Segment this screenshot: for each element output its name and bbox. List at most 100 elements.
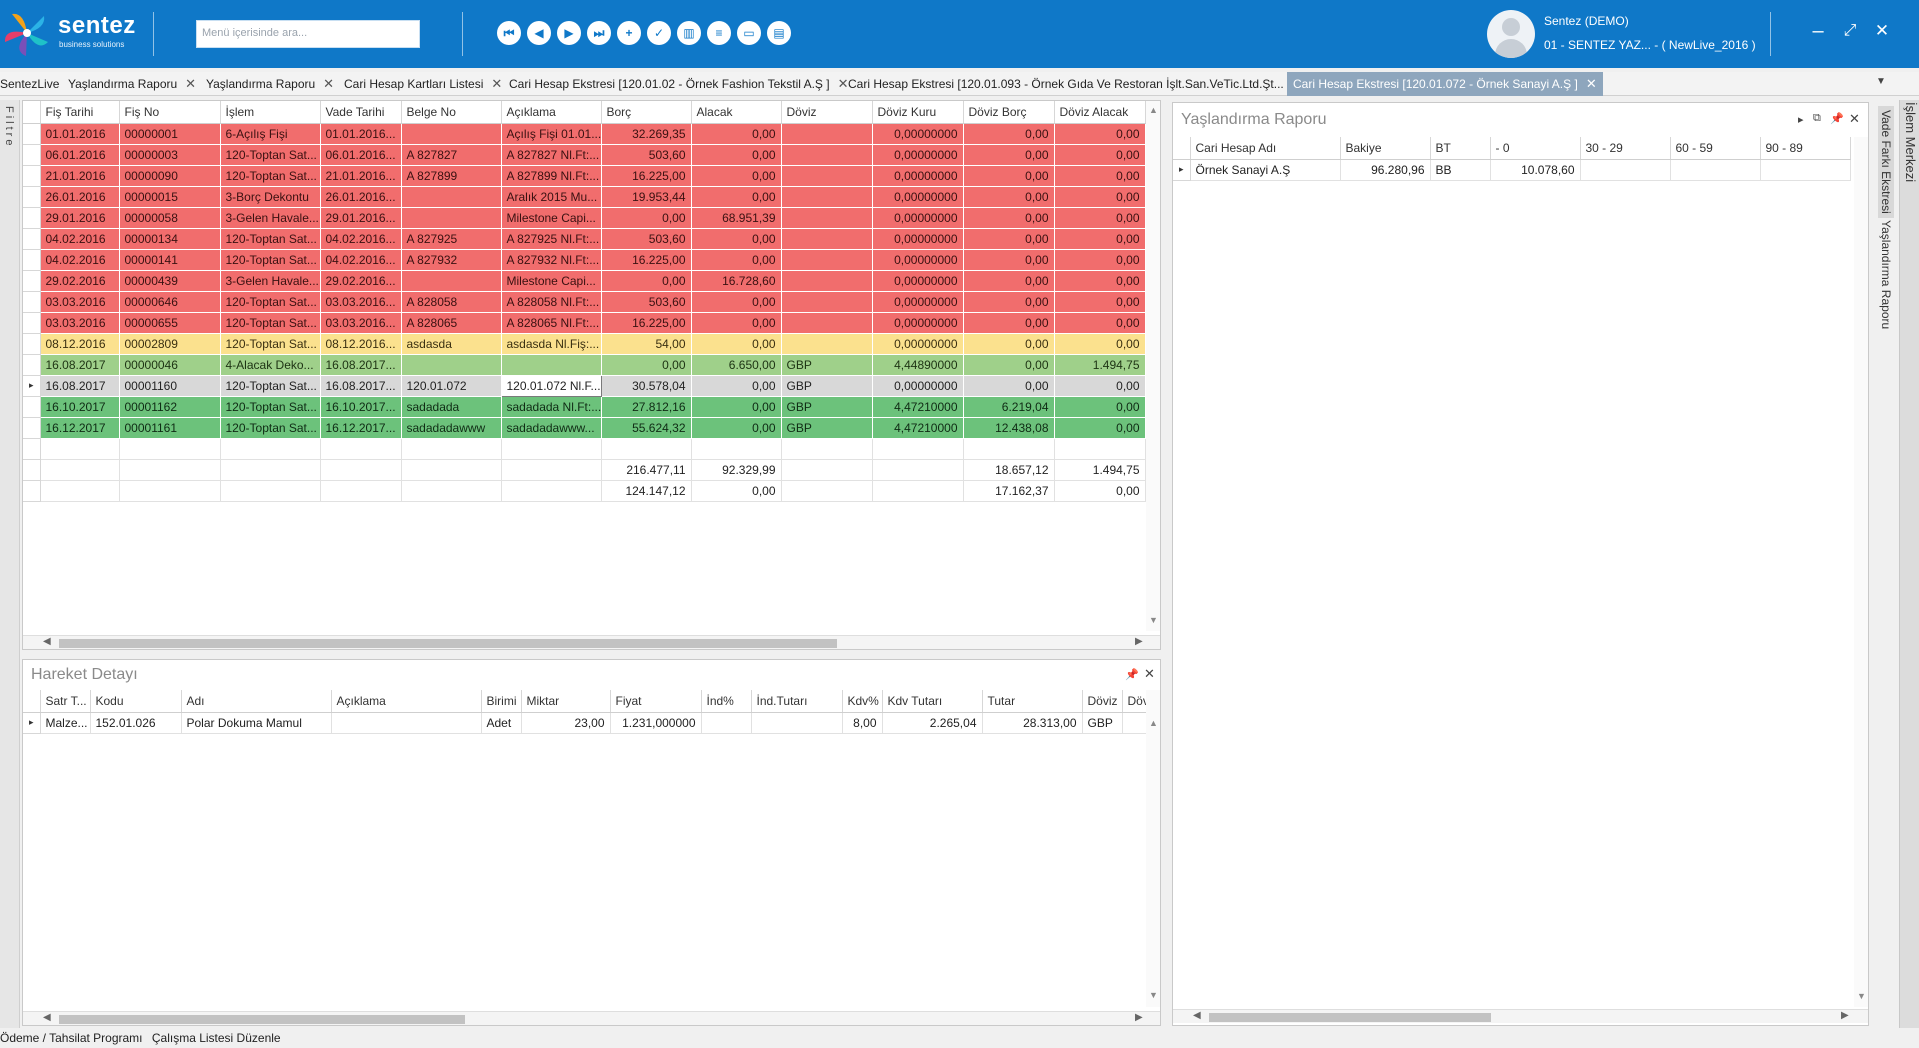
table-cell[interactable]	[401, 123, 502, 145]
table-cell[interactable]: 21.01.2016...	[320, 165, 402, 187]
table-cell[interactable]: 0,00	[691, 186, 782, 208]
aging-horizontal-scrollbar[interactable]: ◀ ▶	[1173, 1009, 1868, 1023]
table-cell[interactable]	[781, 438, 873, 460]
column-header[interactable]: Fiş Tarihi	[40, 101, 120, 124]
minimize-icon[interactable]: –	[1812, 20, 1824, 42]
table-cell[interactable]: 1.494,75	[1054, 354, 1146, 376]
table-cell[interactable]: 0,00	[963, 312, 1055, 334]
tab-yaslandirma-2[interactable]: Yaşlandırma Raporu ✕	[206, 72, 334, 96]
table-row[interactable]: 16.08.2017 00000046 4-Alacak Deko... 16.08.…	[23, 354, 1146, 376]
table-cell[interactable]: 06.01.2016	[40, 144, 120, 166]
scroll-down-icon[interactable]: ▼	[1149, 990, 1158, 1000]
table-cell[interactable]: A 828065	[401, 312, 502, 334]
table-cell[interactable]: 0,00	[1054, 333, 1146, 355]
close-tab-icon[interactable]: ✕	[185, 76, 197, 91]
close-tab-icon[interactable]: ✕	[837, 76, 849, 91]
table-cell[interactable]: sadadada Nl.Ft:...	[501, 396, 602, 418]
table-row[interactable]: 03.03.2016 00000646 120-Toptan Sat... 03.03…	[23, 291, 1146, 313]
table-cell[interactable]: 0,00	[601, 270, 692, 292]
column-header[interactable]: Adı	[181, 690, 332, 713]
close-icon[interactable]: ✕	[1874, 21, 1890, 40]
table-cell[interactable]: 00000134	[119, 228, 221, 250]
column-header[interactable]: İnd.Tutarı	[751, 690, 843, 713]
table-row[interactable]: 29.02.2016 00000439 3-Gelen Havale... 29.02…	[23, 270, 1146, 292]
table-cell[interactable]: 00000646	[119, 291, 221, 313]
column-header[interactable]: Fiş No	[119, 101, 221, 124]
table-cell[interactable]: 10.078,60	[1490, 159, 1581, 181]
table-cell[interactable]	[40, 459, 120, 481]
table-cell[interactable]: 0,00	[691, 375, 782, 397]
table-cell[interactable]: 152.01.026	[90, 712, 182, 734]
column-header[interactable]: Kdv Tutarı	[882, 690, 983, 713]
table-cell[interactable]: 120-Toptan Sat...	[220, 228, 321, 250]
column-header[interactable]: Açıklama	[501, 101, 602, 124]
table-cell[interactable]: 08.12.2016...	[320, 333, 402, 355]
table-cell[interactable]: asdasda Nl.Fiş:...	[501, 333, 602, 355]
table-cell[interactable]: 03.03.2016	[40, 291, 120, 313]
table-cell[interactable]	[401, 186, 502, 208]
table-cell[interactable]: 00000141	[119, 249, 221, 271]
table-row[interactable]: 04.02.2016 00000134 120-Toptan Sat... 04.02…	[23, 228, 1146, 250]
float-window-icon[interactable]: ⧉	[1813, 112, 1821, 124]
table-cell[interactable]: 3-Gelen Havale...	[220, 207, 321, 229]
table-cell[interactable]: 00000001	[119, 123, 221, 145]
table-cell[interactable]	[781, 123, 873, 145]
table-cell[interactable]: 0,00	[601, 354, 692, 376]
table-cell[interactable]: 0,00000000	[872, 312, 964, 334]
tab-ekstre-sanayi[interactable]: Cari Hesap Ekstresi [120.01.072 - Örnek …	[1287, 72, 1603, 96]
scroll-left-icon[interactable]: ◀	[43, 636, 51, 647]
table-cell[interactable]	[401, 459, 502, 481]
table-cell[interactable]: GBP	[781, 375, 873, 397]
table-cell[interactable]	[1580, 159, 1671, 181]
table-cell[interactable]: Adet	[481, 712, 522, 734]
add-icon[interactable]: +	[617, 21, 641, 45]
table-cell[interactable]: 0,00000000	[872, 249, 964, 271]
table-cell[interactable]: 0,00	[1054, 312, 1146, 334]
table-cell[interactable]	[1670, 159, 1761, 181]
column-header[interactable]: 90 - 89	[1760, 137, 1851, 160]
table-cell[interactable]: 6.650,00	[691, 354, 782, 376]
table-cell[interactable]: 28.313,00	[982, 712, 1083, 734]
table-cell[interactable]: 0,00	[963, 291, 1055, 313]
delete-icon[interactable]: ▥	[677, 21, 701, 45]
table-cell[interactable]: A 827827 Nl.Ft:...	[501, 144, 602, 166]
column-header[interactable]: Satr T...	[40, 690, 91, 713]
table-cell[interactable]: 120.01.072 Nl.F...	[500, 374, 602, 397]
tab-ekstre-fashion[interactable]: Cari Hesap Ekstresi [120.01.02 - Örnek F…	[509, 72, 849, 96]
column-header[interactable]: 30 - 29	[1580, 137, 1671, 160]
next-record-icon[interactable]: ▶	[557, 21, 581, 45]
table-cell[interactable]: 0,00000000	[872, 144, 964, 166]
table-cell[interactable]: 54,00	[601, 333, 692, 355]
column-header[interactable]: Alacak	[691, 101, 782, 124]
table-cell[interactable]: sadadadawww...	[501, 417, 602, 439]
table-cell[interactable]: 6-Açılış Fişi	[220, 123, 321, 145]
table-cell[interactable]: 16.10.2017...	[320, 396, 402, 418]
table-row[interactable]: 26.01.2016 00000015 3-Borç Dekontu 26.01.20…	[23, 186, 1146, 208]
table-cell[interactable]: 0,00	[601, 207, 692, 229]
column-header[interactable]: Döviz Borç	[963, 101, 1055, 124]
table-row[interactable]: 16.12.2017 00001161 120-Toptan Sat... 16.12…	[23, 417, 1146, 439]
table-cell[interactable]: 120-Toptan Sat...	[220, 375, 321, 397]
table-cell[interactable]: 216.477,11	[601, 459, 692, 481]
table-cell[interactable]: 00000058	[119, 207, 221, 229]
table-cell[interactable]: GBP	[781, 396, 873, 418]
close-tab-icon[interactable]: ✕	[323, 76, 335, 91]
table-cell[interactable]	[781, 228, 873, 250]
table-cell[interactable]: 00000655	[119, 312, 221, 334]
table-cell[interactable]: 16.225,00	[601, 165, 692, 187]
table-cell[interactable]: Açılış Fişi 01.01....	[501, 123, 602, 145]
table-cell[interactable]	[872, 459, 964, 481]
column-header[interactable]: Belge No	[401, 101, 502, 124]
table-cell[interactable]: 120-Toptan Sat...	[220, 249, 321, 271]
column-header[interactable]: Kdv%	[842, 690, 883, 713]
table-cell[interactable]	[501, 459, 602, 481]
table-cell[interactable]: 120-Toptan Sat...	[220, 291, 321, 313]
vade-farki-tab[interactable]: Vade Farkı Ekstresi	[1878, 106, 1894, 218]
trash-icon[interactable]: ▤	[767, 21, 791, 45]
worklist-edit-link[interactable]: Çalışma Listesi Düzenle	[151, 1031, 281, 1045]
table-cell[interactable]	[401, 270, 502, 292]
table-cell[interactable]: 16.225,00	[601, 312, 692, 334]
table-cell[interactable]: 16.12.2017	[40, 417, 120, 439]
approve-icon[interactable]: ✓	[647, 21, 671, 45]
table-cell[interactable]	[220, 480, 321, 502]
